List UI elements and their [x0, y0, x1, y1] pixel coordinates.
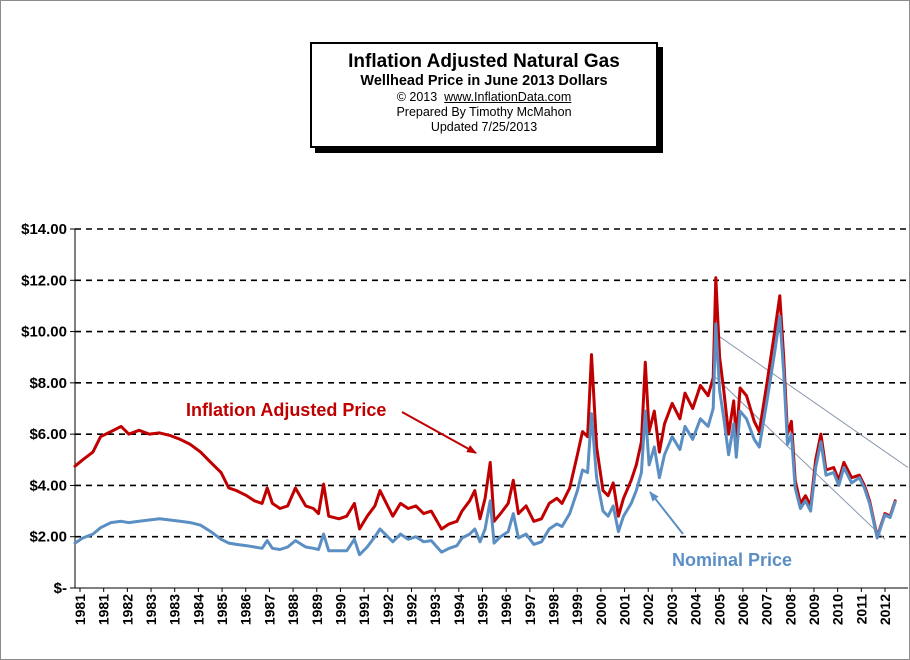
y-axis-tick-labels: $- $2.00 $4.00 $6.00 $8.00 $10.00 $12.00 $14.00	[21, 221, 67, 597]
x-tick-label-24: 2002	[640, 594, 656, 625]
x-tick-label-3: 1983	[143, 594, 159, 625]
prepared-by-text: Prepared By Timothy McMahon	[396, 105, 572, 119]
website-link[interactable]: www.InflationData.com	[444, 90, 572, 104]
inflation-adjusted-price-label: Inflation Adjusted Price	[186, 400, 386, 420]
x-axis-tick-labels: 1981 1981 1982 1983 1983 1984 1985 1986 1987 1988…	[72, 594, 893, 625]
annotations: Inflation Adjusted Price Nominal Price	[186, 400, 792, 570]
trendline-0	[719, 336, 909, 468]
x-tick-label-27: 2005	[711, 594, 727, 625]
series-lines	[73, 276, 897, 557]
x-tick-label-5: 1984	[190, 594, 206, 625]
x-tick-label-29: 2007	[759, 594, 775, 625]
x-tick-label-34: 2012	[877, 594, 893, 625]
x-tick-label-1: 1981	[96, 594, 112, 625]
x-tick-label-23: 2001	[617, 594, 633, 625]
x-tick-label-33: 2011	[853, 594, 869, 625]
y-tick-label-5: $10.00	[21, 324, 67, 341]
y-tick-label-1: $2.00	[29, 529, 67, 546]
x-tick-label-4: 1983	[167, 594, 183, 625]
x-tick-label-18: 1996	[498, 594, 514, 625]
x-tick-label-26: 2004	[688, 594, 704, 625]
trendline-1	[712, 374, 886, 540]
x-tick-label-9: 1988	[285, 594, 301, 625]
chart-title: Inflation Adjusted Natural Gas	[348, 51, 620, 72]
x-tick-label-8: 1987	[261, 594, 277, 625]
x-tick-label-2: 1982	[119, 594, 135, 625]
nominal-price-label: Nominal Price	[672, 550, 792, 570]
x-tick-label-15: 1993	[427, 594, 443, 625]
x-tick-label-19: 1997	[522, 594, 538, 625]
x-tick-label-22: 2000	[593, 594, 609, 625]
y-tick-label-7: $14.00	[21, 221, 67, 238]
x-tick-label-17: 1995	[475, 594, 491, 625]
y-tick-label-0: $-	[54, 580, 67, 597]
x-tick-label-0: 1981	[72, 594, 88, 625]
inflation-adjusted-arrow	[401, 411, 477, 454]
x-tick-label-21: 1999	[569, 594, 585, 625]
x-tick-label-6: 1985	[214, 594, 230, 625]
updated-text: Updated 7/25/2013	[430, 120, 538, 134]
y-tick-label-6: $12.00	[21, 272, 67, 289]
y-tick-label-3: $6.00	[29, 426, 67, 443]
chart-subtitle: Wellhead Price in June 2013 Dollars	[360, 73, 608, 89]
x-tick-label-12: 1991	[356, 594, 372, 625]
x-tick-label-28: 2006	[735, 594, 751, 625]
x-tick-label-25: 2003	[664, 594, 680, 625]
grid-lines	[70, 228, 908, 592]
credit-line: © 2013 www.InflationData.com	[312, 90, 656, 105]
x-tick-label-13: 1992	[380, 594, 396, 625]
x-tick-label-20: 1998	[546, 594, 562, 625]
trend-lines	[712, 336, 909, 540]
x-tick-label-14: 1992	[403, 594, 419, 625]
x-tick-label-7: 1986	[238, 594, 254, 625]
nominal-price-line	[73, 314, 897, 557]
x-tick-label-10: 1989	[309, 594, 325, 625]
copyright-text: © 2013	[396, 90, 438, 104]
x-tick-label-16: 1994	[451, 594, 467, 625]
x-tick-label-30: 2008	[782, 594, 798, 625]
nominal-price-arrow	[649, 491, 684, 535]
chart-title-box: Inflation Adjusted Natural Gas Wellhead …	[310, 42, 658, 148]
x-tick-label-32: 2010	[830, 594, 846, 625]
y-tick-label-2: $4.00	[29, 477, 67, 494]
x-tick-label-31: 2009	[806, 594, 822, 625]
x-tick-label-11: 1990	[332, 594, 348, 625]
y-tick-label-4: $8.00	[29, 375, 67, 392]
